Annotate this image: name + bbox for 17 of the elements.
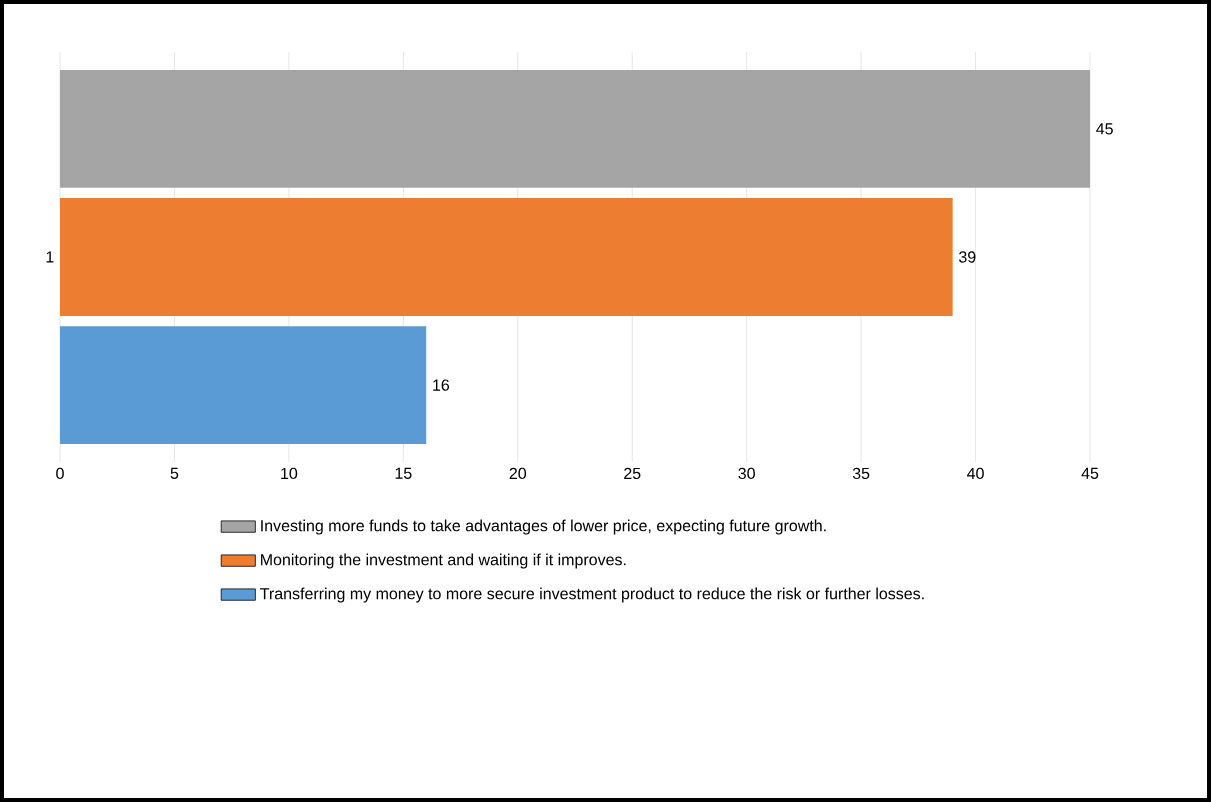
x-tick-label: 10 bbox=[281, 467, 298, 480]
x-tick-label: 0 bbox=[56, 467, 64, 480]
legend-label: Investing more funds to take advantages of lower price, expecting future growth. bbox=[261, 519, 826, 535]
legend-label: Monitoring the investment and waiting if it improves. bbox=[261, 553, 626, 569]
x-tick-label: 25 bbox=[624, 467, 641, 480]
data-label: 39 bbox=[959, 251, 976, 263]
x-tick-label: 45 bbox=[1081, 467, 1099, 479]
x-tick-label: 20 bbox=[509, 467, 527, 480]
x-tick-label: 40 bbox=[967, 467, 984, 480]
data-label: 16 bbox=[433, 379, 450, 391]
data-label: 45 bbox=[1096, 123, 1113, 135]
x-tick-label: 15 bbox=[395, 467, 412, 479]
x-tick-label: 30 bbox=[738, 467, 755, 480]
x-tick-label: 35 bbox=[852, 467, 870, 480]
legend-label: Transferring my money to more secure investment product to reduce the risk or further losses. bbox=[260, 587, 924, 603]
x-tick-label: 5 bbox=[170, 467, 179, 479]
y-tick-label: 1 bbox=[46, 251, 54, 263]
